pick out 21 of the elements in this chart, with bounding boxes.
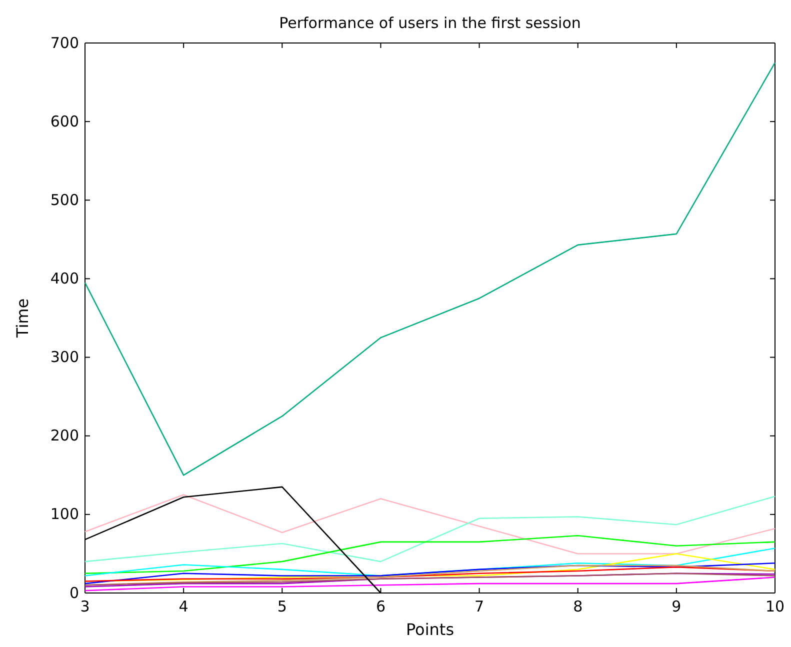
y-axis-title: Time [13,298,32,339]
x-tick-label: 10 [765,598,785,616]
chart-title: Performance of users in the first session [279,14,581,32]
x-tick-label: 5 [277,598,287,616]
y-tick-label: 0 [69,584,79,602]
x-tick-label: 9 [672,598,682,616]
y-tick-label: 500 [50,190,79,209]
x-tick-label: 3 [80,598,90,616]
y-tick-label: 700 [50,34,79,52]
line-series [84,62,776,476]
x-tick-label: 7 [474,598,484,616]
y-tick-label: 400 [50,270,79,288]
y-tick-label: 300 [50,348,79,366]
y-tick-label: 200 [50,426,79,445]
x-tick-label: 4 [178,598,188,616]
x-tick-label: 6 [376,598,386,616]
line-series [84,534,776,574]
y-tick-label: 600 [50,112,79,130]
y-tick-label: 100 [50,505,79,524]
x-tick-label: 8 [573,598,583,616]
x-axis-title: Points [406,620,454,639]
